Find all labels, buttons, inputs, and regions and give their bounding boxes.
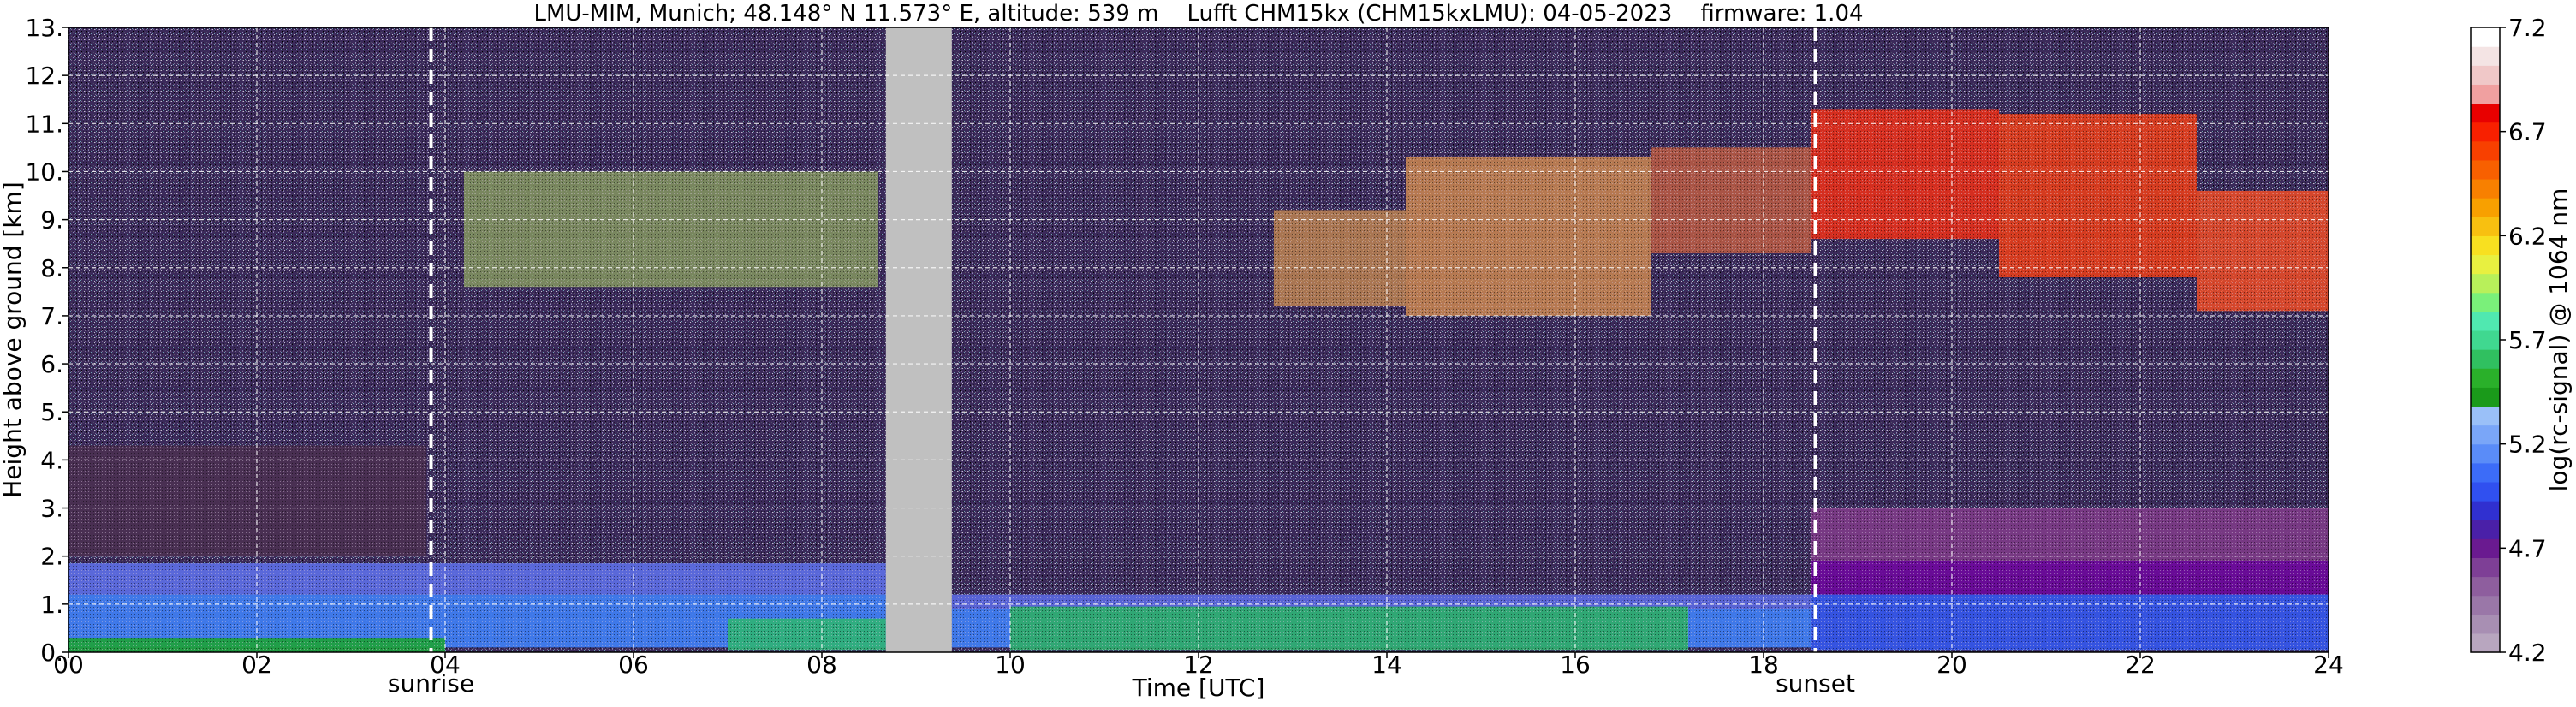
colorbar-segment <box>2471 481 2500 502</box>
x-tick-label: 20 <box>1936 651 1967 679</box>
y-tick-label: 3. <box>40 495 63 523</box>
x-tick-label: 02 <box>241 651 272 679</box>
x-tick-label: 08 <box>806 651 837 679</box>
x-tick-label: 10 <box>995 651 1026 679</box>
y-tick-label: 9. <box>40 206 63 235</box>
x-tick-label: 18 <box>1748 651 1779 679</box>
colorbar-segment <box>2471 614 2500 634</box>
y-tick-label: 0. <box>40 639 63 667</box>
y-tick-label: 13. <box>25 14 63 42</box>
y-tick-label: 10. <box>25 157 63 186</box>
chart-title: LMU-MIM, Munich; 48.148° N 11.573° E, al… <box>533 1 1863 27</box>
colorbar-segment <box>2471 330 2500 350</box>
colorbar-segment <box>2471 538 2500 558</box>
colorbar-segment <box>2471 576 2500 597</box>
x-tick-label: 24 <box>2313 651 2344 679</box>
colorbar-segment <box>2471 235 2500 256</box>
colorbar-segment <box>2471 633 2500 653</box>
colorbar-segment <box>2471 198 2500 217</box>
event-markers <box>429 27 1817 652</box>
colorbar-tick-label: 4.7 <box>2508 534 2547 562</box>
colorbar-segment <box>2471 159 2500 180</box>
colorbar-segment <box>2471 311 2500 331</box>
y-tick-label: 7. <box>40 302 63 330</box>
x-tick-label: 16 <box>1560 651 1591 679</box>
colorbar-segment <box>2471 368 2500 388</box>
colorbar-tick-label: 5.7 <box>2508 326 2547 354</box>
y-tick-label: 2. <box>40 543 63 571</box>
sunrise-label: sunrise <box>388 669 474 698</box>
colorbar-segment <box>2471 254 2500 275</box>
colorbar-tick-label: 6.2 <box>2508 222 2547 250</box>
colorbar-tick-label: 7.2 <box>2508 14 2547 42</box>
missing-data-band <box>885 27 952 652</box>
colorbar-segment <box>2471 387 2500 407</box>
colorbar-segment <box>2471 425 2500 445</box>
y-tick-label: 12. <box>25 62 63 90</box>
colorbar-segment <box>2471 557 2500 578</box>
colorbar-segment <box>2471 217 2500 236</box>
y-tick-label: 5. <box>40 398 63 426</box>
grid-lines <box>68 27 2329 652</box>
y-tick-label: 11. <box>25 110 63 138</box>
colorbar-segment <box>2471 443 2500 464</box>
colorbar-segment <box>2471 122 2500 142</box>
colorbar-segment <box>2471 501 2500 520</box>
colorbar-tick-label: 5.2 <box>2508 431 2547 459</box>
x-tick-label: 22 <box>2125 651 2156 679</box>
colorbar-segment <box>2471 46 2500 66</box>
x-axis-label: Time [UTC] <box>1132 674 1265 702</box>
colorbar-segment <box>2471 178 2500 199</box>
colorbar-segment <box>2471 406 2500 426</box>
x-tick-label: 12 <box>1183 651 1214 679</box>
colorbar-segment <box>2471 520 2500 539</box>
colorbar-tick-label: 6.7 <box>2508 118 2547 146</box>
y-tick-label: 8. <box>40 254 63 282</box>
colorbar: 4.2 4.7 5.2 5.7 6.2 6.7 7.2 <box>2470 14 2547 667</box>
missing-data <box>885 27 952 652</box>
sunset-label: sunset <box>1776 669 1855 698</box>
colorbar-segment <box>2471 84 2500 104</box>
colorbar-label: log(rc-signal) @ 1064 nm <box>2544 188 2573 492</box>
x-tick-label: 06 <box>618 651 649 679</box>
colorbar-segment <box>2471 103 2500 123</box>
x-tick-label: 00 <box>53 651 84 679</box>
x-tick-label: 14 <box>1371 651 1402 679</box>
colorbar-segment <box>2471 595 2500 615</box>
y-tick-label: 6. <box>40 350 63 378</box>
colorbar-segment <box>2471 462 2500 483</box>
y-tick-label: 1. <box>40 591 63 619</box>
y-tick-label: 4. <box>40 446 63 474</box>
y-axis-label: Height above ground [km] <box>0 181 27 498</box>
x-axis: 00 02 04 06 08 10 12 14 16 18 20 22 24 <box>53 651 2344 679</box>
colorbar-segment <box>2471 349 2500 369</box>
y-axis: 0. 1. 2. 3. 4. 5. 6. 7. 8. 9. 10. 11. 12. 13. <box>25 14 68 667</box>
colorbar-segment <box>2471 65 2500 85</box>
colorbar-segment <box>2471 27 2500 47</box>
colorbar-segment <box>2471 292 2500 312</box>
x-tick-label: 04 <box>430 651 461 679</box>
colorbar-tick-label: 4.2 <box>2508 639 2547 667</box>
plot-area <box>68 27 2329 653</box>
colorbar-segment <box>2471 140 2500 161</box>
colorbar-segment <box>2471 273 2500 294</box>
